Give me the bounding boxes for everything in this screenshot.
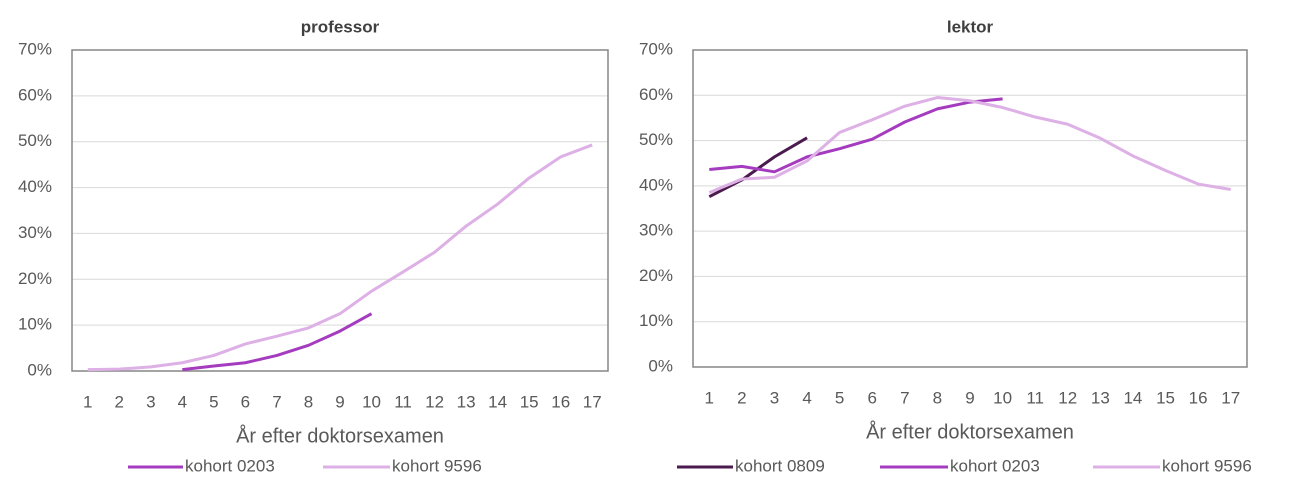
x-tick-label: 8	[304, 392, 313, 411]
y-tick-label: 50%	[639, 130, 673, 149]
x-tick-label: 16	[551, 392, 570, 411]
x-axis-label: År efter doktorsexamen	[866, 420, 1074, 443]
series-line	[709, 97, 1003, 174]
y-tick-label: 60%	[639, 85, 673, 104]
y-tick-label: 50%	[18, 131, 52, 150]
x-tick-label: 3	[770, 388, 779, 407]
x-tick-label: 7	[272, 392, 281, 411]
x-tick-label: 2	[737, 388, 746, 407]
x-tick-label: 13	[1091, 388, 1110, 407]
y-tick-label: 10%	[639, 311, 673, 330]
x-tick-label: 7	[900, 388, 909, 407]
x-tick-label: 14	[1123, 388, 1142, 407]
chart-title: lektor	[947, 17, 994, 36]
y-tick-label: 20%	[639, 266, 673, 285]
legend-label: kohort 0203	[185, 456, 275, 475]
series-line	[182, 312, 373, 372]
x-tick-label: 5	[835, 388, 844, 407]
x-tick-label: 9	[335, 392, 344, 411]
legend-label: kohort 0809	[735, 456, 825, 475]
x-tick-label: 6	[868, 388, 877, 407]
x-tick-label: 11	[1026, 388, 1044, 407]
x-tick-label: 15	[1156, 388, 1175, 407]
chart-title: professor	[301, 17, 380, 36]
x-tick-label: 12	[425, 392, 444, 411]
y-tick-label: 70%	[639, 39, 673, 58]
y-tick-label: 20%	[18, 269, 52, 288]
y-tick-label: 60%	[18, 85, 52, 104]
y-tick-label: 0%	[27, 360, 52, 379]
x-tick-label: 1	[83, 392, 92, 411]
x-tick-label: 17	[1221, 388, 1240, 407]
plot-border	[692, 49, 1248, 368]
x-tick-label: 4	[802, 388, 811, 407]
x-tick-label: 13	[457, 392, 476, 411]
x-tick-label: 11	[394, 392, 412, 411]
x-tick-label: 9	[965, 388, 974, 407]
x-tick-label: 3	[146, 392, 155, 411]
x-tick-label: 6	[241, 392, 250, 411]
plot-border	[71, 49, 609, 372]
x-tick-label: 10	[993, 388, 1012, 407]
legend-label: kohort 0203	[950, 456, 1040, 475]
x-tick-label: 15	[520, 392, 539, 411]
y-tick-label: 10%	[18, 315, 52, 334]
y-tick-label: 30%	[639, 221, 673, 240]
x-tick-label: 14	[488, 392, 507, 411]
x-tick-label: 12	[1058, 388, 1077, 407]
x-axis-label: År efter doktorsexamen	[236, 424, 444, 447]
y-tick-label: 40%	[639, 175, 673, 194]
x-tick-label: 5	[209, 392, 218, 411]
y-tick-label: 40%	[18, 177, 52, 196]
x-tick-label: 16	[1189, 388, 1208, 407]
y-tick-label: 0%	[648, 356, 673, 375]
legend-label: kohort 9596	[392, 456, 482, 475]
y-tick-label: 70%	[18, 39, 52, 58]
x-tick-label: 8	[933, 388, 942, 407]
x-tick-label: 2	[115, 392, 124, 411]
y-tick-label: 30%	[18, 223, 52, 242]
series-line	[708, 96, 1231, 195]
legend-label: kohort 9596	[1162, 456, 1252, 475]
x-tick-label: 17	[583, 392, 602, 411]
x-tick-label: 10	[362, 392, 381, 411]
x-tick-label: 4	[178, 392, 187, 411]
x-tick-label: 1	[705, 388, 714, 407]
series-line	[87, 143, 593, 372]
